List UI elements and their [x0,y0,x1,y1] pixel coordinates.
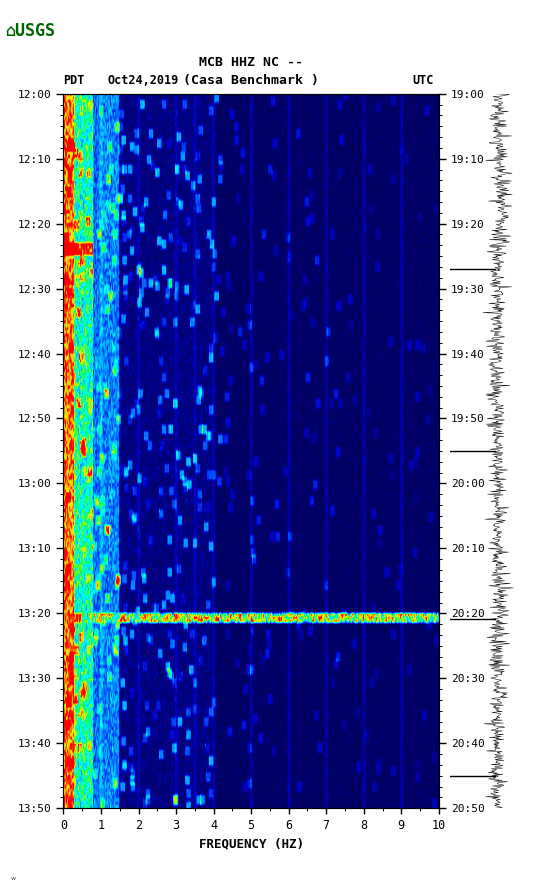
Text: UTC: UTC [412,74,433,87]
X-axis label: FREQUENCY (HZ): FREQUENCY (HZ) [199,837,304,850]
Text: (Casa Benchmark ): (Casa Benchmark ) [183,74,319,87]
Text: PDT: PDT [63,74,85,87]
Text: ʷ: ʷ [11,876,16,886]
Text: ⌂USGS: ⌂USGS [6,22,56,40]
Text: Oct24,2019: Oct24,2019 [108,74,179,87]
Text: MCB HHZ NC --: MCB HHZ NC -- [199,56,303,69]
